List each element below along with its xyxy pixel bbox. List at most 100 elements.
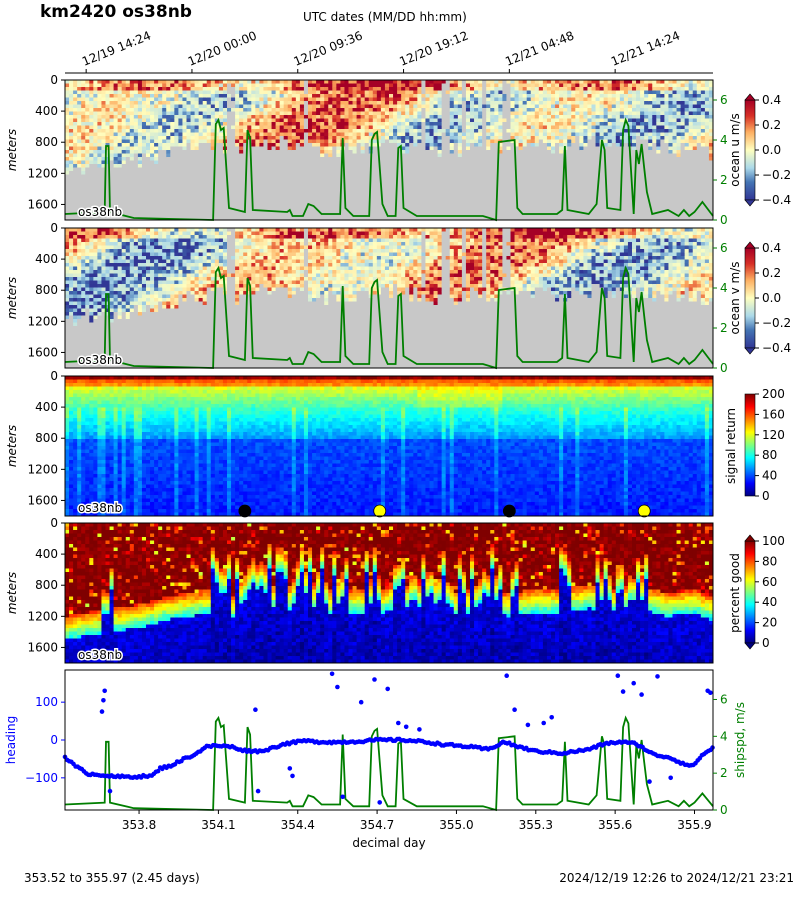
depth-tick-label: 1600 xyxy=(27,197,58,211)
colorbar-tick-label: −0.4 xyxy=(762,341,791,355)
heading-point xyxy=(616,673,621,678)
percent-good-field xyxy=(65,523,713,663)
speed-tick-label: 6 xyxy=(720,241,728,255)
top-date-tick-label: 12/21 04:48 xyxy=(503,28,576,68)
ocean-u-inset-label: os38nb xyxy=(78,205,122,219)
depth-tick-label: 1200 xyxy=(27,609,58,623)
heading-point xyxy=(377,800,382,805)
heading-point xyxy=(335,685,340,690)
speed-tick-label: 4 xyxy=(720,281,728,295)
depth-tick-label: 1200 xyxy=(27,314,58,328)
top-date-axis: 12/19 14:24 12/20 00:00 12/20 09:36 12/20 1… xyxy=(65,28,713,73)
ship-speed-ticks: 0 2 4 6 xyxy=(713,692,728,817)
heading-tick-label: 0 xyxy=(50,733,58,747)
heading-point xyxy=(417,727,422,732)
ship-speed-tick-label: 2 xyxy=(720,766,728,780)
figure-canvas: 12/19 14:24 12/20 00:00 12/20 09:36 12/20 1… xyxy=(0,0,810,900)
speed-tick-label: 4 xyxy=(720,133,728,147)
heading-point xyxy=(396,721,401,726)
colorbar-tick-label: 20 xyxy=(762,616,777,630)
speed-tick-label: 2 xyxy=(720,173,728,187)
decimal-day-tick-label: 354.7 xyxy=(360,818,394,832)
colorbar-tick-label: 0 xyxy=(762,636,770,650)
ocean-u-colorbar-ticks: 0.4 0.2 0.0 −0.2 −0.4 xyxy=(755,93,791,207)
ocean-v-inset-label: os38nb xyxy=(78,353,122,367)
heading-point xyxy=(102,689,107,694)
heading-point xyxy=(330,672,335,677)
colorbar-tick-label: −0.2 xyxy=(762,316,791,330)
speed-tick-label: 0 xyxy=(720,213,728,227)
depth-tick-label: 0 xyxy=(50,73,58,87)
heading-point xyxy=(340,795,345,800)
colorbar-tick-label: −0.2 xyxy=(762,168,791,182)
colorbar-tick-label: 80 xyxy=(762,554,777,568)
heading-point xyxy=(541,721,546,726)
day-marker xyxy=(638,505,650,517)
decimal-day-tick-label: 354.4 xyxy=(281,818,315,832)
colorbar-tick-label: 0.4 xyxy=(762,93,781,107)
day-marker xyxy=(374,505,386,517)
percent-good-colorbar-label: percent good xyxy=(728,553,742,633)
depth-tick-label: 1200 xyxy=(27,462,58,476)
depth-tick-label: 800 xyxy=(35,578,58,592)
depth-tick-label: 400 xyxy=(35,104,58,118)
percent-good-inset-label: os38nb xyxy=(78,648,122,662)
heading-point xyxy=(404,725,409,730)
percent-good-ylabel: meters xyxy=(5,572,19,614)
heading-point xyxy=(526,723,531,728)
heading-point xyxy=(359,700,364,705)
heading-point xyxy=(708,690,713,695)
heading-point xyxy=(668,776,673,781)
depth-tick-label: 0 xyxy=(50,221,58,235)
heading-point xyxy=(655,674,660,679)
ocean-u-speed-ticks: 0 2 4 6 xyxy=(713,93,728,227)
decimal-day-tick-label: 355.9 xyxy=(677,818,711,832)
colorbar-tick-label: −0.4 xyxy=(762,193,791,207)
depth-tick-label: 1600 xyxy=(27,345,58,359)
decimal-day-ticks: 353.8 354.1 354.4 354.7 355.0 355.3 355.6 355.9 xyxy=(122,810,712,832)
speed-tick-label: 6 xyxy=(720,93,728,107)
ocean-v-colorbar-ticks: 0.40.20.0−0.2−0.4 xyxy=(755,241,791,355)
depth-tick-label: 800 xyxy=(35,283,58,297)
decimal-day-tick-label: 355.0 xyxy=(439,818,473,832)
heading-point xyxy=(639,692,644,697)
heading-point xyxy=(100,709,105,714)
heading-tick-label: −100 xyxy=(25,771,58,785)
colorbar-tick-label: 40 xyxy=(762,595,777,609)
ship-speed-ylabel: shipspd, m/s xyxy=(733,702,747,778)
colorbar-tick-label: 160 xyxy=(762,407,785,421)
signal-inset-label: os38nb xyxy=(78,501,122,515)
heading-point xyxy=(101,698,106,703)
heading-point xyxy=(621,689,626,694)
night-marker xyxy=(503,505,515,517)
ocean-u-colorbar-label: ocean u m/s xyxy=(728,113,742,187)
decimal-day-tick-label: 353.8 xyxy=(122,818,156,832)
ship-speed-tick-label: 4 xyxy=(720,729,728,743)
colorbar-tick-label: 0.2 xyxy=(762,118,781,132)
heading-ticks: 100 0 −100 xyxy=(25,695,65,785)
heading-point xyxy=(290,774,295,779)
ship-speed-tick-label: 0 xyxy=(720,803,728,817)
ship-speed-tick-label: 6 xyxy=(720,692,728,706)
night-marker xyxy=(239,505,251,517)
colorbar-tick-label: 0.2 xyxy=(762,266,781,280)
signal-ylabel: meters xyxy=(5,425,19,467)
heading-tick-label: 100 xyxy=(35,695,58,709)
depth-tick-label: 800 xyxy=(35,431,58,445)
colorbar-tick-label: 0.0 xyxy=(762,143,781,157)
heading-point xyxy=(504,673,509,678)
heading-point xyxy=(372,677,377,682)
colorbar-tick-label: 200 xyxy=(762,387,785,401)
signal-return-field xyxy=(65,376,713,516)
depth-tick-label: 400 xyxy=(35,400,58,414)
speed-tick-label: 0 xyxy=(720,361,728,375)
